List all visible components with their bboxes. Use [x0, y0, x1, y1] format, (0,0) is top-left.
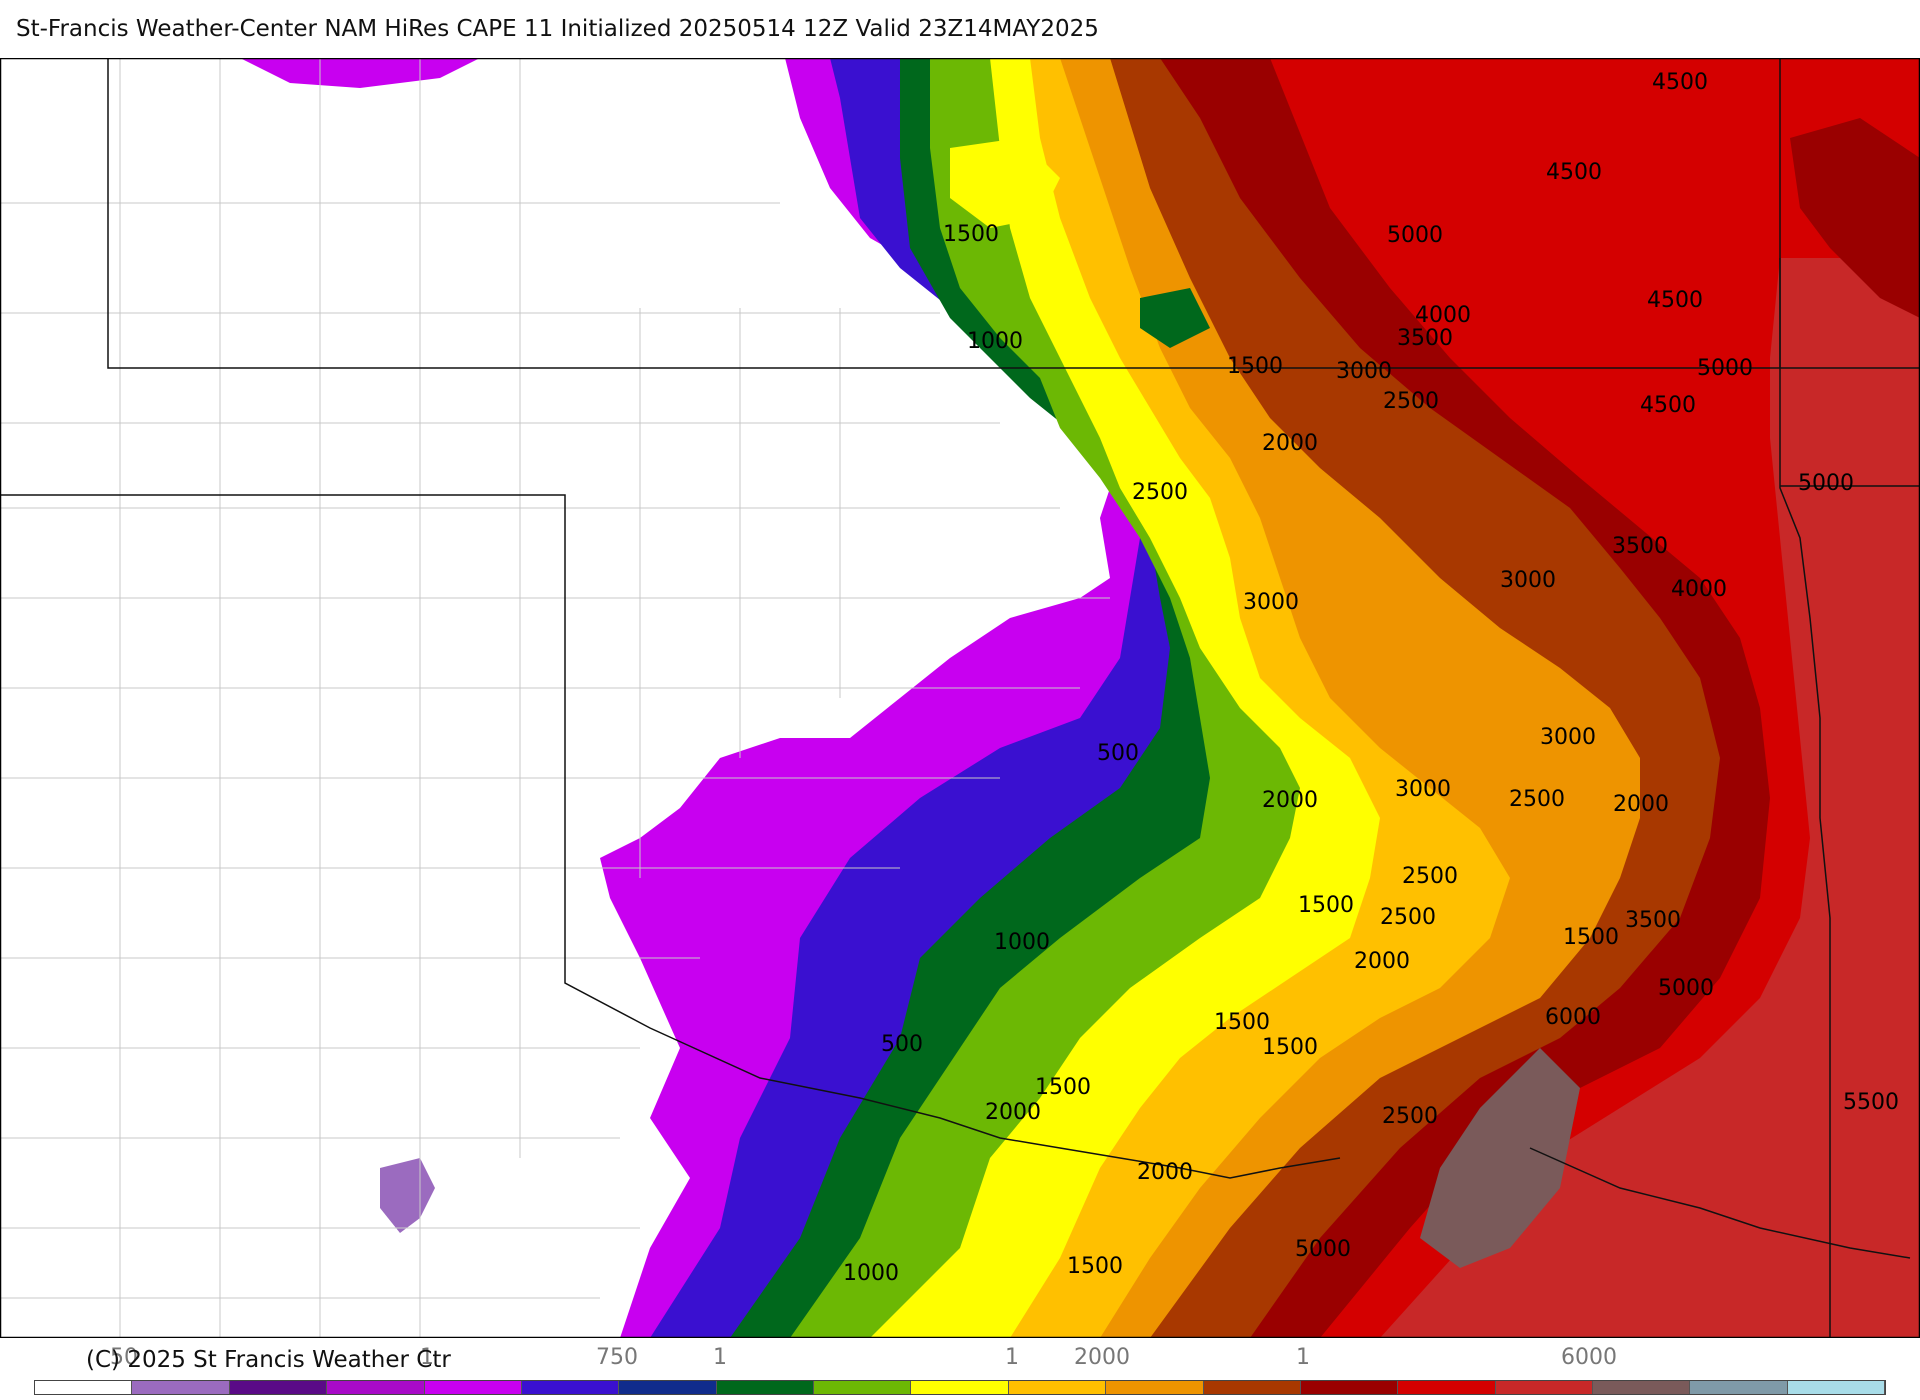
contour-label: 3000 — [1336, 359, 1392, 384]
colorbar-tick-label: 6000 — [1561, 1345, 1617, 1370]
contour-label: 3500 — [1612, 534, 1668, 559]
contour-label: 1000 — [967, 329, 1023, 354]
colorbar-tick-label: 1 — [1296, 1345, 1310, 1370]
colorbar — [34, 1380, 1886, 1395]
contour-label: 1500 — [1035, 1075, 1091, 1100]
contour-label: 2500 — [1382, 1104, 1438, 1129]
contour-label: 2500 — [1380, 905, 1436, 930]
contour-label: 2000 — [1354, 949, 1410, 974]
contour-label: 2000 — [985, 1100, 1041, 1125]
contour-label: 4000 — [1415, 303, 1471, 328]
contour-label: 6000 — [1545, 1005, 1601, 1030]
dark-streak-ne — [1790, 118, 1920, 318]
contour-label: 1500 — [1067, 1254, 1123, 1279]
yellow-pocket-north — [950, 138, 1060, 228]
contour-label: 2500 — [1132, 480, 1188, 505]
contour-label: 5500 — [1843, 1090, 1899, 1115]
contour-label: 4000 — [1671, 577, 1727, 602]
contour-label: 1500 — [1563, 925, 1619, 950]
contour-label: 1000 — [843, 1261, 899, 1286]
colorbar-tick-label: 1 — [1005, 1345, 1019, 1370]
contour-label: 3500 — [1397, 326, 1453, 351]
cape-fill-bands — [240, 58, 1920, 1338]
contour-label: 3000 — [1243, 590, 1299, 615]
state-borders — [0, 58, 1920, 1338]
contour-label: 2500 — [1509, 787, 1565, 812]
contour-label: 3500 — [1625, 908, 1681, 933]
colorbar-segment — [132, 1381, 230, 1394]
colorbar-segment — [424, 1381, 522, 1394]
contour-label: 4500 — [1546, 160, 1602, 185]
colorbar-segment — [521, 1381, 620, 1394]
band-5000 — [1380, 258, 1920, 1338]
contour-label: 1500 — [943, 222, 999, 247]
contour-label: 5000 — [1387, 223, 1443, 248]
contour-label: 3000 — [1500, 568, 1556, 593]
cape-map: 4500 4500 5000 4500 4000 3500 3000 1500 … — [0, 58, 1920, 1338]
contour-label: 3000 — [1540, 725, 1596, 750]
contour-label: 3000 — [1395, 777, 1451, 802]
contour-label: 4500 — [1647, 288, 1703, 313]
contour-label: 5000 — [1295, 1237, 1351, 1262]
colorbar-segment — [35, 1381, 133, 1394]
colorbar-tick-label: 50 — [110, 1345, 138, 1370]
colorbar-segment — [814, 1381, 912, 1394]
contour-label: 5000 — [1697, 356, 1753, 381]
colorbar-segment — [1398, 1381, 1496, 1394]
colorbar-segment — [1690, 1381, 1788, 1394]
colorbar-segment — [327, 1381, 425, 1394]
contour-label: 2500 — [1383, 389, 1439, 414]
copyright-text: (C) 2025 St Francis Weather Ctr — [86, 1347, 451, 1373]
green-pocket-north — [1140, 288, 1210, 348]
colorbar-segment — [1593, 1381, 1691, 1394]
contour-label: 500 — [881, 1032, 923, 1057]
colorbar-segment — [1008, 1381, 1107, 1394]
county-grid — [0, 58, 1110, 1338]
contour-label: 2000 — [1613, 792, 1669, 817]
colorbar-segment — [911, 1381, 1009, 1394]
contour-label: 2500 — [1402, 864, 1458, 889]
colorbar-segment — [1203, 1381, 1301, 1394]
colorbar-segment — [1106, 1381, 1204, 1394]
contour-label: 2000 — [1262, 788, 1318, 813]
contour-label: 5000 — [1798, 471, 1854, 496]
contour-label: 1000 — [994, 930, 1050, 955]
colorbar-segment — [1787, 1381, 1886, 1394]
colorbar-segment — [716, 1381, 814, 1394]
purple-blob-southwest — [380, 1158, 435, 1233]
colorbar-segment — [1495, 1381, 1593, 1394]
colorbar-segment — [229, 1381, 328, 1394]
band-6000 — [1420, 1048, 1580, 1268]
contour-label: 500 — [1097, 741, 1139, 766]
contour-labels: 4500 4500 5000 4500 4000 3500 3000 1500 … — [843, 70, 1899, 1286]
colorbar-tick-label: 1 — [713, 1345, 727, 1370]
contour-label: 4500 — [1640, 393, 1696, 418]
colorbar-tick-label: 750 — [596, 1345, 638, 1370]
contour-label: 1500 — [1298, 893, 1354, 918]
colorbar-segment — [619, 1381, 717, 1394]
contour-label: 2000 — [1262, 431, 1318, 456]
contour-label: 1500 — [1262, 1035, 1318, 1060]
contour-label: 1500 — [1227, 354, 1283, 379]
contour-label: 4500 — [1652, 70, 1708, 95]
contour-label: 5000 — [1658, 976, 1714, 1001]
colorbar-tick-label: 2000 — [1074, 1345, 1130, 1370]
contour-label: 2000 — [1137, 1160, 1193, 1185]
contour-label: 1500 — [1214, 1010, 1270, 1035]
cape-map-canvas: 4500 4500 5000 4500 4000 3500 3000 1500 … — [0, 58, 1920, 1338]
map-title: St-Francis Weather-Center NAM HiRes CAPE… — [16, 16, 1099, 42]
colorbar-segment — [1300, 1381, 1399, 1394]
colorbar-tick-label: 1 — [420, 1345, 434, 1370]
